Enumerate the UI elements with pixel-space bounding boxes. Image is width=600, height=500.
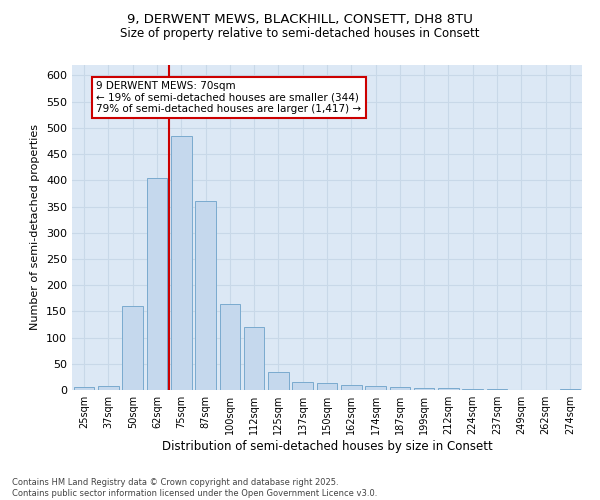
Bar <box>414 388 434 390</box>
Bar <box>389 388 410 390</box>
Bar <box>463 389 483 390</box>
Bar <box>195 202 216 390</box>
Bar <box>560 389 580 390</box>
Bar <box>317 383 337 390</box>
Text: 9 DERWENT MEWS: 70sqm
← 19% of semi-detached houses are smaller (344)
79% of sem: 9 DERWENT MEWS: 70sqm ← 19% of semi-deta… <box>96 80 361 114</box>
Text: Size of property relative to semi-detached houses in Consett: Size of property relative to semi-detach… <box>120 28 480 40</box>
Bar <box>146 178 167 390</box>
Bar <box>122 306 143 390</box>
Bar <box>268 372 289 390</box>
Text: Contains HM Land Registry data © Crown copyright and database right 2025.
Contai: Contains HM Land Registry data © Crown c… <box>12 478 377 498</box>
X-axis label: Distribution of semi-detached houses by size in Consett: Distribution of semi-detached houses by … <box>161 440 493 453</box>
Bar <box>74 388 94 390</box>
Bar <box>292 382 313 390</box>
Bar <box>438 388 459 390</box>
Bar <box>171 136 191 390</box>
Bar <box>365 386 386 390</box>
Bar <box>244 327 265 390</box>
Bar <box>220 304 240 390</box>
Y-axis label: Number of semi-detached properties: Number of semi-detached properties <box>31 124 40 330</box>
Bar <box>341 385 362 390</box>
Bar <box>98 386 119 390</box>
Text: 9, DERWENT MEWS, BLACKHILL, CONSETT, DH8 8TU: 9, DERWENT MEWS, BLACKHILL, CONSETT, DH8… <box>127 12 473 26</box>
